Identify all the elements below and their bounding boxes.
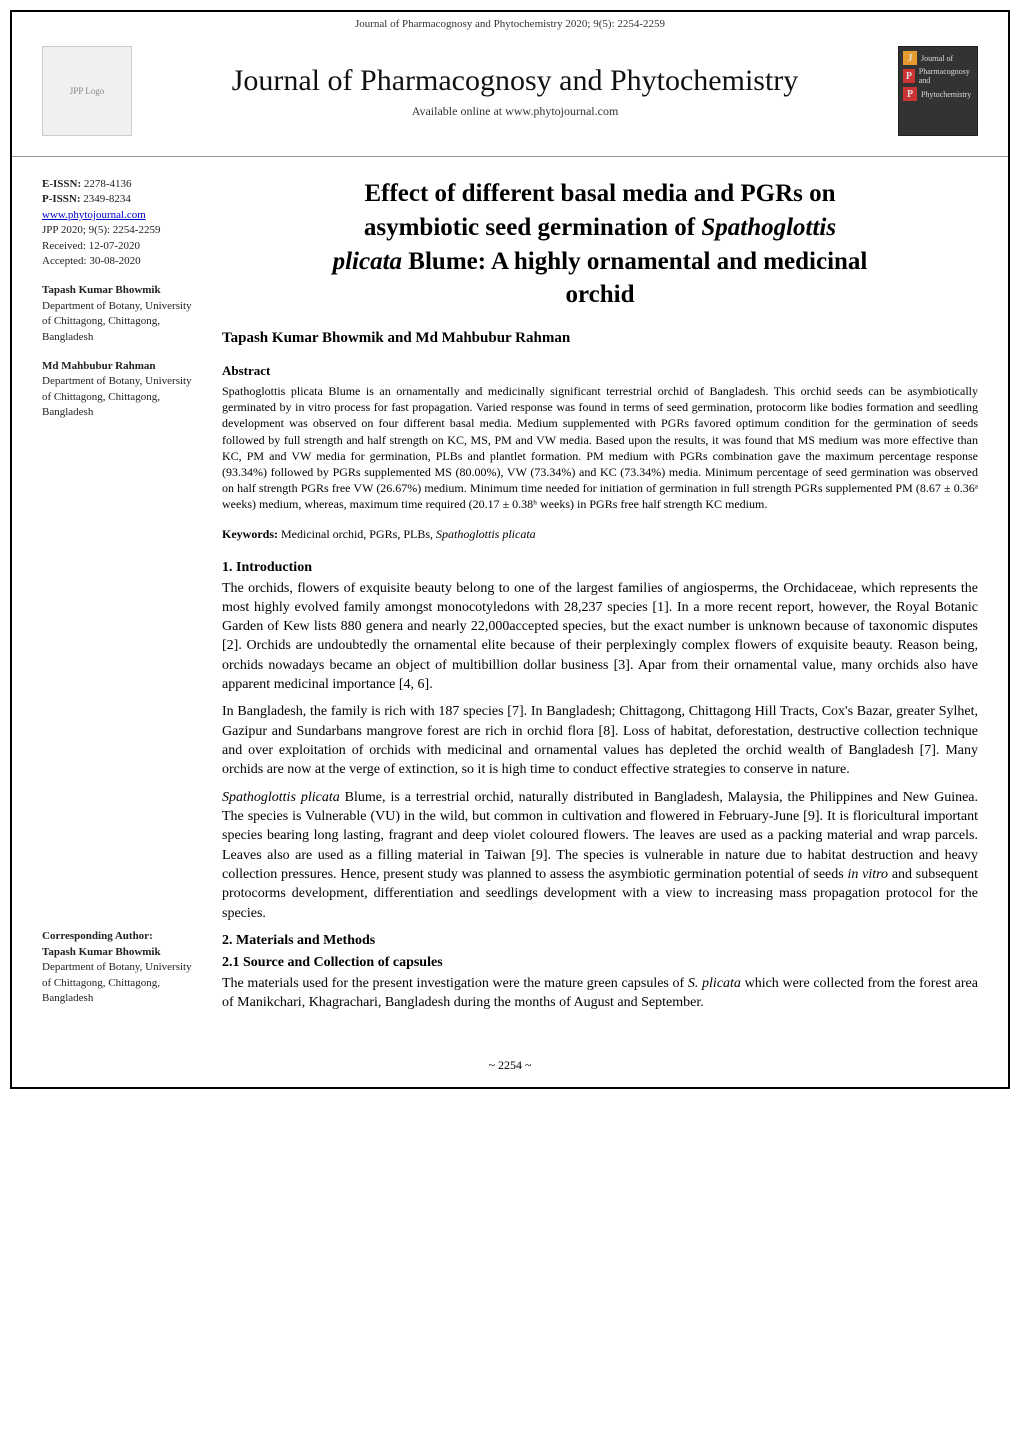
body-text-span: The materials used for the present inves… [222,976,688,991]
author-block: Md Mahbubur Rahman Department of Botany,… [42,359,202,421]
body-paragraph: The materials used for the present inves… [222,974,978,1013]
author-block: Tapash Kumar Bhowmik Department of Botan… [42,283,202,345]
author-affiliation: Department of Botany, University of Chit… [42,375,192,418]
received-date: Received: 12-07-2020 [42,240,140,252]
eissn-label: E-ISSN: [42,178,81,190]
website-link[interactable]: www.phytojournal.com [42,209,146,221]
corr-name: Tapash Kumar Bhowmik [42,946,161,958]
title-species: plicata [333,248,402,275]
running-header: Journal of Pharmacognosy and Phytochemis… [12,12,1008,36]
title-line: asymbiotic seed germination of [364,214,701,241]
pissn-value: 2349-8234 [83,193,131,205]
journal-title: Journal of Pharmacognosy and Phytochemis… [132,64,898,98]
badge-row: P Pharmacognosy and [903,67,973,85]
journal-badge-right: J Journal of P Pharmacognosy and P Phyto… [898,46,978,136]
journal-logo-left: JPP Logo [42,46,132,136]
masthead-center: Journal of Pharmacognosy and Phytochemis… [132,64,898,119]
badge-row: P Phytochemistry [903,87,973,101]
title-line: Blume: A highly ornamental and medicinal [402,248,867,275]
badge-row: J Journal of [903,51,973,65]
issn-block: E-ISSN: 2278-4136 P-ISSN: 2349-8234 www.… [42,177,202,269]
author-line: Tapash Kumar Bhowmik and Md Mahbubur Rah… [222,330,978,347]
introduction-heading: 1. Introduction [222,560,978,576]
page-number: ~ 2254 ~ [12,1050,1008,1087]
abstract-text: Spathoglottis plicata Blume is an orname… [222,383,978,513]
species-name: S. plicata [688,976,741,991]
citation-line: JPP 2020; 9(5): 2254-2259 [42,224,160,236]
article-title: Effect of different basal media and PGRs… [222,177,978,312]
badge-text: Journal of [921,54,953,63]
badge-text: Phytochemistry [921,90,971,99]
pissn-label: P-ISSN: [42,193,81,205]
title-line: orchid [566,281,635,308]
corresponding-author-block: Corresponding Author: Tapash Kumar Bhowm… [42,929,202,1006]
logo-placeholder-text: JPP Logo [70,86,104,96]
body-paragraph: Spathoglottis plicata Blume, is a terres… [222,788,978,923]
author-name: Md Mahbubur Rahman [42,360,156,372]
materials-methods-heading: 2. Materials and Methods [222,933,978,949]
keywords-text: Medicinal orchid, PGRs, PLBs, [278,527,436,541]
species-name: Spathoglottis plicata [222,790,340,805]
eissn-value: 2278-4136 [84,178,132,190]
badge-text: Pharmacognosy and [919,67,973,85]
corr-affiliation: Department of Botany, University of Chit… [42,961,192,1004]
author-name: Tapash Kumar Bhowmik [42,284,161,296]
in-vitro-term: in vitro [847,867,888,882]
badge-j-icon: J [903,51,917,65]
sidebar: E-ISSN: 2278-4136 P-ISSN: 2349-8234 www.… [42,177,222,1020]
keywords-line: Keywords: Medicinal orchid, PGRs, PLBs, … [222,527,978,542]
page-frame: Journal of Pharmacognosy and Phytochemis… [10,10,1010,1089]
masthead: JPP Logo Journal of Pharmacognosy and Ph… [12,36,1008,157]
abstract-heading: Abstract [222,363,978,379]
body-paragraph: In Bangladesh, the family is rich with 1… [222,702,978,779]
main-column: Effect of different basal media and PGRs… [222,177,978,1020]
title-species: Spathoglottis [701,214,836,241]
title-line: Effect of different basal media and PGRs… [364,180,835,207]
badge-p-icon: P [903,69,915,83]
body-paragraph: The orchids, flowers of exquisite beauty… [222,579,978,695]
subsection-heading: 2.1 Source and Collection of capsules [222,955,978,971]
keywords-species: Spathoglottis plicata [436,527,536,541]
accepted-date: Accepted: 30-08-2020 [42,255,141,267]
badge-p-icon: P [903,87,917,101]
sidebar-spacer [42,434,202,929]
available-online-line: Available online at www.phytojournal.com [132,104,898,119]
content-area: E-ISSN: 2278-4136 P-ISSN: 2349-8234 www.… [12,157,1008,1050]
author-affiliation: Department of Botany, University of Chit… [42,300,192,343]
keywords-label: Keywords: [222,527,278,541]
corr-label: Corresponding Author: [42,930,153,942]
